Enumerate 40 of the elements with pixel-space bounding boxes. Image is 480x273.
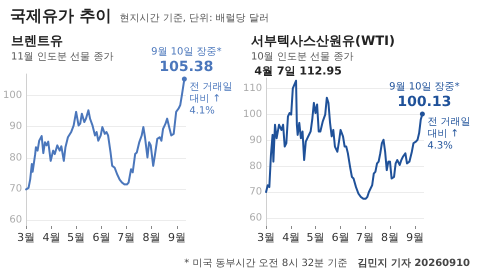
x-tick-label: 8월: [380, 231, 399, 244]
chart-subtitle: 11월 인도분 선물 종가: [11, 52, 114, 62]
annotation: 전 거래일 대비 ↑4.1%: [189, 82, 236, 117]
annotation: 105.38: [159, 59, 214, 76]
chart-title: 서부텍사스산원유(WTI): [251, 34, 395, 49]
x-tick-label: 3월: [257, 231, 276, 244]
x-tick-label: 5월: [306, 231, 324, 244]
y-tick-label: 70: [249, 186, 262, 198]
x-tick-label: 6월: [92, 231, 111, 244]
text: * 미국 동부시간 오전 8시 32분 기준: [184, 257, 348, 270]
x-tick-label: 4월: [42, 231, 61, 244]
x-tick-label: 7월: [117, 231, 136, 244]
chart-title: 브렌트유: [11, 34, 63, 49]
y-tick-label: 70: [9, 183, 22, 194]
x-tick-label: 5월: [67, 231, 86, 244]
text: 현지시간 기준, 단위: 배럴당 달러: [120, 12, 269, 25]
y-tick-label: 110: [242, 82, 262, 94]
annotation: 9월 10일 장중*: [389, 82, 460, 93]
x-tick-label: 9월: [168, 231, 186, 244]
y-tick-label: 80: [249, 160, 262, 172]
annotation: 4월 7일 112.95: [254, 64, 342, 78]
chart-subtitle: 10월 인도분 선물 종가: [251, 52, 354, 62]
annotation: 100.13: [397, 94, 452, 110]
text: 국제유가 추이: [10, 6, 112, 27]
annotation: 9월 10일 장중*: [151, 46, 222, 58]
x-tick-label: 8월: [142, 231, 161, 244]
y-tick-label: 90: [249, 134, 262, 146]
y-tick-label: 80: [9, 152, 22, 164]
y-tick-label: 90: [9, 121, 22, 132]
text: 김민지 기자 20260910: [357, 257, 470, 270]
x-tick-label: 3월: [17, 231, 36, 244]
x-tick-label: 4월: [282, 231, 300, 244]
x-tick-label: 7월: [356, 231, 374, 244]
annotation: 전 거래일 대비 ↑4.3%: [427, 116, 474, 152]
x-tick-label: 6월: [332, 231, 350, 244]
y-tick-label: 60: [9, 214, 22, 226]
y-tick-label: 60: [249, 212, 262, 224]
y-tick-label: 100: [2, 90, 22, 102]
x-tick-label: 9월: [406, 231, 424, 244]
y-tick-label: 100: [242, 108, 262, 120]
